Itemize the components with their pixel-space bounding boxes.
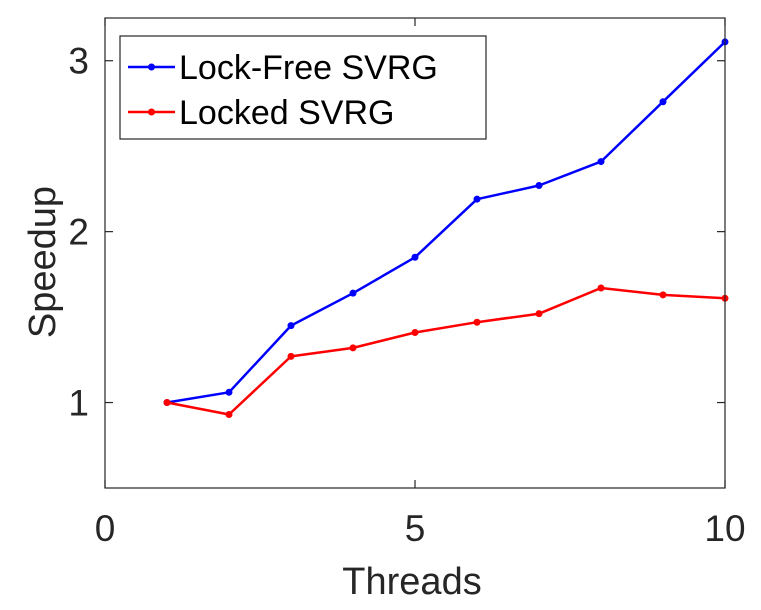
data-point-locked-svrg xyxy=(411,328,419,336)
series-line-lock-free-svrg xyxy=(166,41,726,404)
y-axis-label: Speedup xyxy=(22,186,64,338)
data-point-locked-svrg xyxy=(287,352,295,360)
data-point-locked-svrg xyxy=(659,291,667,299)
data-point-locked-svrg xyxy=(535,310,543,318)
ticks-layer: 0 5 10 1 2 3 xyxy=(68,18,746,549)
legend-box xyxy=(119,35,487,140)
y-tick-label: 1 xyxy=(68,383,89,424)
data-point-lock-free-svrg xyxy=(225,388,233,396)
data-point-lock-free-svrg xyxy=(535,181,543,189)
data-point-locked-svrg xyxy=(349,344,357,352)
data-point-lock-free-svrg xyxy=(659,98,667,106)
data-point-lock-free-svrg xyxy=(287,322,295,330)
y-tick-label: 3 xyxy=(68,41,89,82)
x-tick-label: 0 xyxy=(95,508,116,549)
legend-marker-lock-free xyxy=(148,63,155,71)
series-layer xyxy=(163,38,729,419)
legend-marker-locked xyxy=(148,108,155,116)
data-point-locked-svrg xyxy=(225,411,233,419)
legend-label-locked: Locked SVRG xyxy=(179,94,394,132)
data-point-lock-free-svrg xyxy=(473,195,481,203)
data-point-locked-svrg xyxy=(597,284,605,292)
x-tick-label: 10 xyxy=(704,508,745,549)
legend: Lock-Free SVRG Locked SVRG xyxy=(119,35,487,140)
x-axis-label: Threads xyxy=(342,561,481,603)
x-tick-label: 5 xyxy=(405,508,426,549)
y-tick-label: 2 xyxy=(68,212,89,253)
legend-label-lock-free: Lock-Free SVRG xyxy=(179,49,438,87)
data-point-locked-svrg xyxy=(163,399,171,407)
data-point-lock-free-svrg xyxy=(597,158,605,166)
data-point-lock-free-svrg xyxy=(349,289,357,297)
series-line-locked-svrg xyxy=(166,286,726,416)
data-point-locked-svrg xyxy=(473,318,481,326)
data-point-lock-free-svrg xyxy=(411,253,419,261)
